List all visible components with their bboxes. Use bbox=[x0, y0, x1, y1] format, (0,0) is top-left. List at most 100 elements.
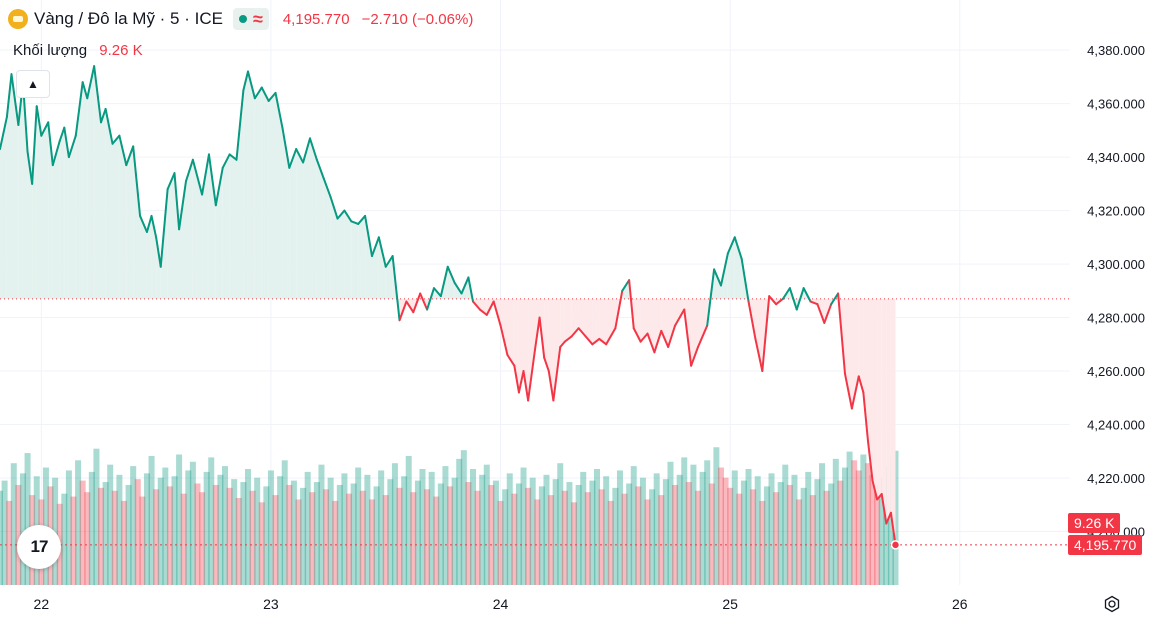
volume-bar bbox=[212, 484, 219, 585]
price-segment bbox=[260, 86, 270, 102]
volume-bar bbox=[125, 484, 132, 585]
price-segment bbox=[315, 158, 325, 180]
area-segment bbox=[48, 122, 53, 299]
volume-bar bbox=[566, 482, 573, 585]
price-segment bbox=[646, 332, 656, 354]
price-segment bbox=[690, 345, 700, 367]
price-segment bbox=[584, 335, 594, 346]
area-segment bbox=[101, 108, 106, 299]
last-price-marker bbox=[0, 540, 1070, 550]
volume-label: Khối lượng bbox=[13, 42, 88, 59]
volume-bar bbox=[419, 469, 426, 585]
area-segment bbox=[877, 298, 882, 500]
price-segment bbox=[538, 316, 546, 359]
volume-bar bbox=[887, 455, 894, 585]
volume-bar bbox=[130, 466, 137, 585]
area-segment bbox=[479, 298, 487, 315]
price-segment bbox=[350, 220, 360, 225]
area-segment bbox=[64, 127, 69, 299]
area-segment bbox=[640, 298, 648, 342]
area-segment bbox=[167, 173, 175, 299]
area-segment bbox=[222, 154, 230, 299]
volume-bar bbox=[148, 455, 155, 585]
market-open-dot-icon bbox=[238, 15, 247, 23]
price-segment bbox=[207, 153, 217, 207]
volume-bar bbox=[828, 483, 835, 585]
volume-bar bbox=[368, 499, 375, 585]
area-segment bbox=[275, 92, 283, 299]
price-segment bbox=[499, 324, 509, 356]
y-tick-label: 4,340.000 bbox=[1087, 150, 1145, 165]
volume-bar bbox=[162, 467, 169, 585]
y-tick-label: 4,380.000 bbox=[1087, 43, 1145, 58]
settings-icon[interactable] bbox=[1102, 594, 1122, 614]
volume-bar bbox=[290, 480, 297, 585]
collapse-legend-button[interactable]: ▲ bbox=[16, 70, 50, 98]
area-segment bbox=[585, 298, 593, 345]
area-segment bbox=[500, 298, 508, 355]
volume-bar bbox=[846, 451, 853, 585]
price-segment bbox=[591, 337, 601, 346]
volume-bar bbox=[295, 499, 302, 585]
volume-bar bbox=[281, 460, 288, 585]
area-segment bbox=[571, 298, 579, 337]
price-segment bbox=[605, 327, 617, 346]
price-segment bbox=[747, 300, 757, 340]
x-axis[interactable]: 22 23 24 25 26 bbox=[34, 596, 968, 612]
price-segment bbox=[843, 372, 853, 410]
area-segment bbox=[192, 159, 203, 299]
volume-bars bbox=[0, 447, 899, 585]
symbol-legend[interactable]: Vàng / Đô la Mỹ · 5 · ICE ≈ 4,195.770 −2… bbox=[8, 8, 473, 30]
price-segment bbox=[472, 300, 481, 311]
area-segment bbox=[714, 269, 721, 299]
volume-bar bbox=[180, 493, 187, 585]
volume-bar bbox=[346, 493, 353, 585]
area-segment bbox=[75, 82, 83, 299]
price-segment bbox=[632, 327, 642, 343]
price-segment bbox=[534, 316, 541, 351]
volume-legend[interactable]: Khối lượng 9.26 K bbox=[13, 42, 143, 59]
price-segment bbox=[628, 279, 635, 330]
market-status-pill[interactable]: ≈ bbox=[232, 8, 269, 30]
volume-bar bbox=[534, 499, 541, 585]
price-segment bbox=[885, 511, 892, 525]
area-segment bbox=[420, 293, 428, 310]
volume-bar bbox=[869, 474, 876, 585]
volume-bar bbox=[1, 480, 8, 585]
area-segment bbox=[337, 210, 345, 299]
volume-bar bbox=[111, 490, 118, 585]
volume-bar bbox=[658, 495, 665, 585]
volume-bar bbox=[874, 484, 881, 585]
volume-bar bbox=[277, 476, 284, 585]
area-segment bbox=[553, 298, 561, 401]
price-segment bbox=[485, 300, 495, 316]
volume-bar bbox=[70, 496, 77, 585]
area-segment bbox=[755, 298, 763, 372]
area-segment bbox=[560, 298, 565, 347]
price-segment bbox=[184, 158, 194, 183]
tradingview-logo-icon[interactable]: 17 bbox=[17, 525, 61, 569]
volume-bar bbox=[437, 483, 444, 585]
price-segment bbox=[214, 166, 224, 207]
volume-bar bbox=[649, 489, 656, 585]
volume-bar bbox=[676, 474, 683, 585]
area-segment bbox=[890, 298, 896, 545]
price-segment bbox=[159, 188, 169, 268]
price-segment bbox=[467, 276, 475, 303]
volume-bar bbox=[249, 490, 256, 585]
area-segment bbox=[32, 106, 37, 299]
area-segment bbox=[881, 298, 887, 524]
volume-bar bbox=[786, 484, 793, 585]
x-tick-label: 23 bbox=[263, 596, 279, 612]
volume-bar bbox=[860, 454, 867, 585]
volume-bar bbox=[460, 450, 467, 585]
price-segment bbox=[527, 348, 536, 402]
volume-bar bbox=[713, 447, 720, 585]
area-segment bbox=[344, 210, 352, 299]
volume-bar bbox=[589, 480, 596, 585]
y-axis[interactable]: 4,200.0004,220.0004,240.0004,260.0004,28… bbox=[1087, 43, 1145, 539]
volume-bar bbox=[851, 460, 858, 585]
volume-bar bbox=[405, 455, 412, 585]
last-price-dot bbox=[890, 540, 901, 550]
